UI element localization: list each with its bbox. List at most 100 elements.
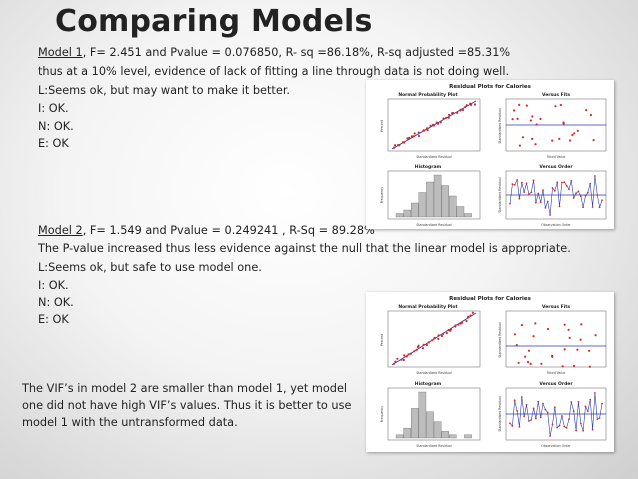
fits-point	[513, 333, 516, 336]
order-point	[565, 427, 568, 429]
model1-independence: I: OK.	[38, 102, 69, 115]
normal-xlabel: Standardized Residual	[416, 155, 452, 159]
order-point	[565, 184, 568, 187]
fits-point	[527, 361, 530, 364]
order-plot-title: Versus Order	[539, 381, 573, 387]
normal-point	[470, 103, 473, 106]
order-point	[577, 190, 580, 193]
hist-bar	[403, 427, 411, 439]
order-point	[601, 199, 603, 202]
order-point	[530, 191, 533, 194]
normal-plot-title: Normal Probability Plot	[398, 304, 458, 310]
order-point	[509, 422, 511, 425]
order-point	[568, 418, 570, 420]
order-point	[591, 206, 594, 208]
hist-ylabel: Frequency	[380, 187, 384, 204]
order-point	[549, 214, 551, 216]
fits-point	[594, 334, 597, 337]
hist-bar	[464, 213, 472, 218]
hist-bar	[449, 195, 457, 218]
normal-point	[465, 104, 468, 107]
fits-point	[561, 365, 564, 368]
order-point	[528, 193, 530, 196]
fits-point	[518, 144, 521, 147]
fits-point	[576, 129, 579, 132]
normal-point	[439, 121, 442, 124]
order-point	[513, 399, 516, 402]
model2-independence: I: OK.	[38, 279, 69, 292]
order-point	[544, 207, 547, 209]
hist-ylabel: Frequency	[380, 406, 384, 423]
order-point	[544, 408, 547, 411]
fits-point	[554, 105, 557, 108]
order-xlabel: Observation Order	[541, 444, 571, 448]
normal-point	[405, 355, 408, 358]
normal-point	[471, 311, 474, 314]
normal-point	[437, 337, 440, 340]
normal-point	[409, 352, 412, 355]
normal-point	[427, 341, 430, 344]
fits-xlabel: Fitted Value	[547, 371, 566, 375]
order-point	[577, 401, 580, 403]
normal-point	[413, 350, 416, 353]
normal-point	[429, 124, 432, 127]
normal-point	[447, 329, 450, 332]
normal-point	[425, 343, 428, 346]
order-point	[575, 429, 577, 432]
fits-point	[535, 123, 538, 126]
fits-point	[540, 362, 543, 365]
fits-point	[516, 117, 519, 120]
normal-point	[447, 116, 450, 119]
fits-points	[511, 103, 595, 147]
order-point	[584, 405, 587, 408]
order-point	[570, 180, 573, 182]
fits-point	[579, 338, 582, 341]
fits-point	[531, 115, 534, 118]
order-point	[594, 392, 596, 394]
order-point	[516, 410, 518, 412]
hist-bar	[426, 181, 434, 218]
model2-equal-variance: E: OK	[38, 313, 69, 326]
order-point	[594, 175, 596, 177]
fits-point	[568, 336, 571, 339]
fits-point	[534, 322, 537, 325]
order-point	[509, 202, 511, 205]
fits-point	[551, 354, 554, 357]
hist-bar	[433, 421, 442, 439]
model2-linearity: L:Seems ok, but safe to use model one.	[38, 261, 262, 274]
normal-point	[412, 135, 415, 138]
order-point	[572, 410, 575, 412]
order-point	[579, 195, 582, 198]
order-point	[598, 206, 601, 209]
order-point	[542, 402, 544, 405]
hist-bar	[403, 209, 411, 218]
fits-point	[515, 344, 518, 347]
order-point	[586, 191, 589, 194]
order-point	[520, 181, 523, 184]
order-point	[523, 191, 526, 193]
order-point	[572, 197, 575, 199]
order-point	[586, 410, 589, 413]
fits-point	[529, 362, 532, 365]
order-point	[546, 411, 549, 414]
fits-point	[585, 109, 588, 112]
normal-xlabel: Standardized Residual	[416, 371, 452, 375]
fits-point	[567, 328, 570, 331]
order-point	[575, 192, 577, 195]
fits-point	[563, 348, 566, 351]
hist-bar	[418, 192, 427, 218]
hist-xlabel: Standardized Residual	[416, 444, 452, 448]
hist-bar	[426, 411, 434, 439]
model1-label: Model 1	[38, 46, 83, 59]
order-point	[520, 396, 523, 398]
order-point	[523, 415, 526, 418]
order-point	[589, 182, 592, 185]
fits-point	[569, 139, 572, 142]
fits-point	[576, 348, 579, 351]
order-point	[532, 179, 535, 182]
order-point	[513, 184, 516, 186]
fits-point	[589, 114, 592, 117]
normal-point	[413, 132, 416, 135]
normal-point	[448, 113, 451, 116]
normal-point	[393, 146, 396, 149]
